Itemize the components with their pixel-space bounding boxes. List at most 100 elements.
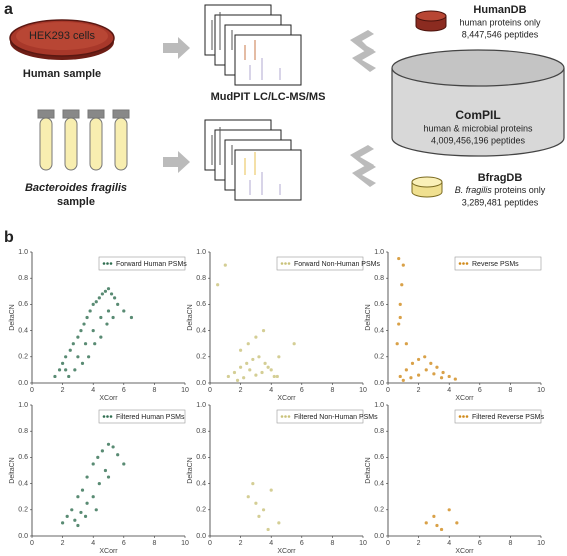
- point: [82, 322, 86, 326]
- y-tick-label: 0.0: [374, 533, 384, 540]
- legend: Filtered Non-Human PSMs: [276, 409, 378, 424]
- x-tick-label: 6: [478, 387, 482, 394]
- legend-box: [454, 409, 542, 424]
- point: [111, 315, 115, 320]
- legend: Filtered Human PSMs: [98, 409, 186, 424]
- y-tick-label: 0.2: [18, 507, 28, 514]
- legend-marker: [109, 262, 113, 265]
- point: [232, 370, 237, 375]
- legend-marker: [458, 262, 462, 265]
- point: [79, 329, 83, 333]
- point: [61, 361, 65, 365]
- point: [441, 370, 445, 375]
- legend-box: [98, 409, 186, 424]
- y-tick-label: 1.0: [196, 402, 206, 409]
- legend-marker: [465, 415, 469, 418]
- x-tick-label: 10: [181, 540, 189, 547]
- x-tick-label: 8: [330, 387, 334, 394]
- point: [417, 373, 421, 377]
- point: [404, 342, 408, 346]
- legend-label: Filtered Human PSMs: [116, 414, 185, 421]
- legend-marker: [462, 415, 465, 418]
- legend-marker: [465, 262, 469, 265]
- point: [91, 302, 95, 306]
- y-axis-label: DeltaCN: [365, 304, 372, 330]
- point: [91, 329, 95, 333]
- y-tick-label: 0.0: [196, 533, 206, 540]
- point: [261, 329, 266, 333]
- legend-marker: [280, 262, 284, 265]
- point: [429, 361, 433, 365]
- point: [239, 365, 243, 369]
- point: [68, 348, 72, 352]
- point: [401, 263, 405, 267]
- legend-marker: [462, 262, 465, 265]
- db-text: human & microbial proteins: [423, 123, 533, 133]
- point: [400, 283, 404, 287]
- point: [97, 296, 101, 300]
- y-tick-label: 0.6: [374, 454, 384, 461]
- y-tick-label: 0.0: [196, 380, 206, 387]
- point: [397, 322, 401, 326]
- point: [71, 342, 75, 346]
- x-tick-label: 10: [359, 387, 367, 394]
- x-axis-label: XCorr: [277, 395, 296, 402]
- point: [292, 342, 296, 346]
- x-tick-label: 4: [269, 540, 273, 547]
- point: [80, 488, 85, 492]
- point: [260, 370, 264, 375]
- point: [106, 442, 111, 446]
- y-tick-label: 0.0: [18, 380, 28, 387]
- point: [239, 348, 243, 352]
- y-tick-label: 0.2: [374, 354, 384, 361]
- x-tick-label: 10: [537, 387, 545, 394]
- point: [257, 514, 261, 518]
- point: [246, 495, 250, 499]
- legend-marker: [102, 415, 106, 418]
- y-tick-label: 0.6: [196, 301, 206, 308]
- y-tick-label: 1.0: [18, 249, 28, 256]
- spectra-stack: [204, 4, 302, 201]
- point: [85, 475, 89, 479]
- point: [246, 342, 250, 346]
- point: [64, 355, 68, 359]
- point: [73, 368, 77, 372]
- point: [76, 355, 80, 359]
- panel-label: a: [4, 1, 13, 18]
- x-axis-label: XCorr: [455, 548, 474, 555]
- y-axis-label: DeltaCN: [187, 457, 194, 483]
- petri-dish: [9, 19, 115, 60]
- point: [106, 309, 111, 313]
- y-axis-label: DeltaCN: [9, 457, 16, 483]
- legend: Filtered Reverse PSMs: [454, 409, 544, 424]
- point: [417, 357, 421, 362]
- point: [122, 309, 126, 313]
- y-tick-label: 0.6: [18, 454, 28, 461]
- legend-marker: [102, 262, 106, 265]
- point: [94, 300, 98, 304]
- legend-marker: [284, 262, 287, 265]
- point: [266, 365, 270, 369]
- point: [398, 315, 402, 320]
- point: [87, 355, 91, 359]
- legend-box: [276, 256, 364, 271]
- point: [272, 374, 276, 379]
- point: [53, 374, 57, 379]
- y-tick-label: 0.8: [18, 275, 28, 282]
- y-axis-label: DeltaCN: [365, 457, 372, 483]
- y-tick-label: 1.0: [18, 402, 28, 409]
- y-tick-label: 0.2: [196, 507, 206, 514]
- x-tick-label: 0: [30, 387, 34, 394]
- x-axis-label: XCorr: [99, 548, 118, 555]
- point: [64, 368, 68, 372]
- db-text-rest: proteins only: [492, 185, 546, 195]
- x-axis-label: XCorr: [455, 395, 474, 402]
- point: [409, 376, 413, 380]
- point: [245, 361, 249, 365]
- point: [398, 374, 402, 379]
- point: [83, 514, 88, 518]
- point: [439, 376, 444, 380]
- point: [432, 514, 436, 518]
- x-axis-label: XCorr: [277, 548, 296, 555]
- x-tick-label: 4: [91, 387, 95, 394]
